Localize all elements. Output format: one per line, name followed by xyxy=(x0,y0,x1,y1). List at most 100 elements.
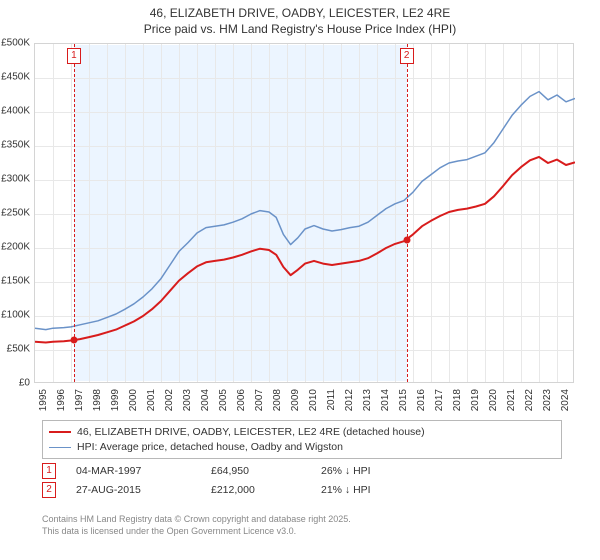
x-tick-label: 2011 xyxy=(326,389,337,411)
x-tick-label: 2000 xyxy=(128,389,139,411)
legend-row: 46, ELIZABETH DRIVE, OADBY, LEICESTER, L… xyxy=(49,425,555,440)
x-tick-label: 2016 xyxy=(416,389,427,411)
legend-label: 46, ELIZABETH DRIVE, OADBY, LEICESTER, L… xyxy=(77,425,425,440)
gridline-v xyxy=(539,44,540,382)
x-tick-label: 2003 xyxy=(182,389,193,411)
gridline-v xyxy=(125,44,126,382)
y-tick-label: £450K xyxy=(1,72,30,83)
gridline-v xyxy=(503,44,504,382)
sales-row-badge: 2 xyxy=(42,482,56,498)
sales-row: 104-MAR-1997£64,95026% ↓ HPI xyxy=(42,462,562,481)
sales-row-date: 27-AUG-2015 xyxy=(76,481,191,500)
x-tick-label: 2024 xyxy=(560,389,571,411)
x-tick-label: 2021 xyxy=(506,389,517,411)
gridline-v xyxy=(251,44,252,382)
x-tick-label: 2001 xyxy=(146,389,157,411)
x-tick-label: 2013 xyxy=(362,389,373,411)
x-tick-label: 1997 xyxy=(74,389,85,411)
transaction-range-shade xyxy=(74,45,407,381)
y-tick-label: £200K xyxy=(1,242,30,253)
x-tick-label: 2020 xyxy=(488,389,499,411)
sales-row-date: 04-MAR-1997 xyxy=(76,462,191,481)
x-tick-label: 1999 xyxy=(110,389,121,411)
sales-row-price: £212,000 xyxy=(211,481,301,500)
gridline-v xyxy=(449,44,450,382)
sale-marker-dot xyxy=(403,237,410,244)
footer-line2: This data is licensed under the Open Gov… xyxy=(42,526,562,538)
sale-marker-badge: 1 xyxy=(67,48,81,64)
gridline-v xyxy=(323,44,324,382)
gridline-v xyxy=(179,44,180,382)
gridline-h xyxy=(35,180,573,181)
y-tick-label: £50K xyxy=(7,344,30,355)
sales-row: 2 27-AUG-2015 £212,000 21% ↓ HPI xyxy=(42,481,562,500)
sales-table: 104-MAR-1997£64,95026% ↓ HPI227-AUG-2015… xyxy=(42,462,562,500)
gridline-h xyxy=(35,214,573,215)
gridline-v xyxy=(377,44,378,382)
gridline-v xyxy=(467,44,468,382)
legend-row: HPI: Average price, detached house, Oadb… xyxy=(49,440,555,455)
footer-line1: Contains HM Land Registry data © Crown c… xyxy=(42,514,562,526)
sales-row-delta: 26% ↓ HPI xyxy=(321,462,431,481)
y-tick-label: £400K xyxy=(1,106,30,117)
gridline-h xyxy=(35,248,573,249)
gridline-v xyxy=(71,44,72,382)
gridline-v xyxy=(521,44,522,382)
legend-swatch xyxy=(49,447,71,448)
x-tick-label: 2017 xyxy=(434,389,445,411)
legend: 46, ELIZABETH DRIVE, OADBY, LEICESTER, L… xyxy=(42,420,562,459)
footer-note: Contains HM Land Registry data © Crown c… xyxy=(42,514,562,537)
x-axis-labels: 1995199619971998199920002001200220032004… xyxy=(34,385,574,415)
gridline-h xyxy=(35,316,573,317)
y-axis-labels: £0£50K£100K£150K£200K£250K£300K£350K£400… xyxy=(0,43,32,383)
gridline-v xyxy=(269,44,270,382)
gridline-h xyxy=(35,282,573,283)
sales-row-delta: 21% ↓ HPI xyxy=(321,481,431,500)
sale-marker-dot xyxy=(70,337,77,344)
y-tick-label: £350K xyxy=(1,140,30,151)
gridline-h xyxy=(35,112,573,113)
x-tick-label: 2019 xyxy=(470,389,481,411)
x-tick-label: 2005 xyxy=(218,389,229,411)
gridline-v xyxy=(359,44,360,382)
gridline-v xyxy=(197,44,198,382)
sale-marker-badge: 2 xyxy=(400,48,414,64)
gridline-v xyxy=(395,44,396,382)
chart-title-line2: Price paid vs. HM Land Registry's House … xyxy=(10,22,590,38)
chart-area: £0£50K£100K£150K£200K£250K£300K£350K£400… xyxy=(34,43,590,413)
gridline-v xyxy=(431,44,432,382)
y-tick-label: £250K xyxy=(1,208,30,219)
chart-title-line1: 46, ELIZABETH DRIVE, OADBY, LEICESTER, L… xyxy=(10,6,590,22)
x-tick-label: 2022 xyxy=(524,389,535,411)
legend-swatch xyxy=(49,431,71,433)
sales-row-price: £64,950 xyxy=(211,462,301,481)
y-tick-label: £500K xyxy=(1,38,30,49)
y-tick-label: £0 xyxy=(19,378,30,389)
gridline-v xyxy=(107,44,108,382)
gridline-v xyxy=(143,44,144,382)
gridline-v xyxy=(557,44,558,382)
sale-marker-line xyxy=(74,44,75,382)
x-tick-label: 2008 xyxy=(272,389,283,411)
gridline-v xyxy=(413,44,414,382)
x-tick-label: 1998 xyxy=(92,389,103,411)
gridline-v xyxy=(89,44,90,382)
x-tick-label: 2002 xyxy=(164,389,175,411)
x-tick-label: 2006 xyxy=(236,389,247,411)
x-tick-label: 2012 xyxy=(344,389,355,411)
gridline-v xyxy=(485,44,486,382)
x-tick-label: 1995 xyxy=(38,389,49,411)
gridline-v xyxy=(53,44,54,382)
gridline-h xyxy=(35,350,573,351)
x-tick-label: 1996 xyxy=(56,389,67,411)
x-tick-label: 2023 xyxy=(542,389,553,411)
gridline-v xyxy=(305,44,306,382)
y-tick-label: £150K xyxy=(1,276,30,287)
gridline-v xyxy=(161,44,162,382)
gridline-v xyxy=(215,44,216,382)
legend-label: HPI: Average price, detached house, Oadb… xyxy=(77,440,343,455)
y-tick-label: £100K xyxy=(1,310,30,321)
x-tick-label: 2014 xyxy=(380,389,391,411)
x-tick-label: 2010 xyxy=(308,389,319,411)
x-tick-label: 2007 xyxy=(254,389,265,411)
